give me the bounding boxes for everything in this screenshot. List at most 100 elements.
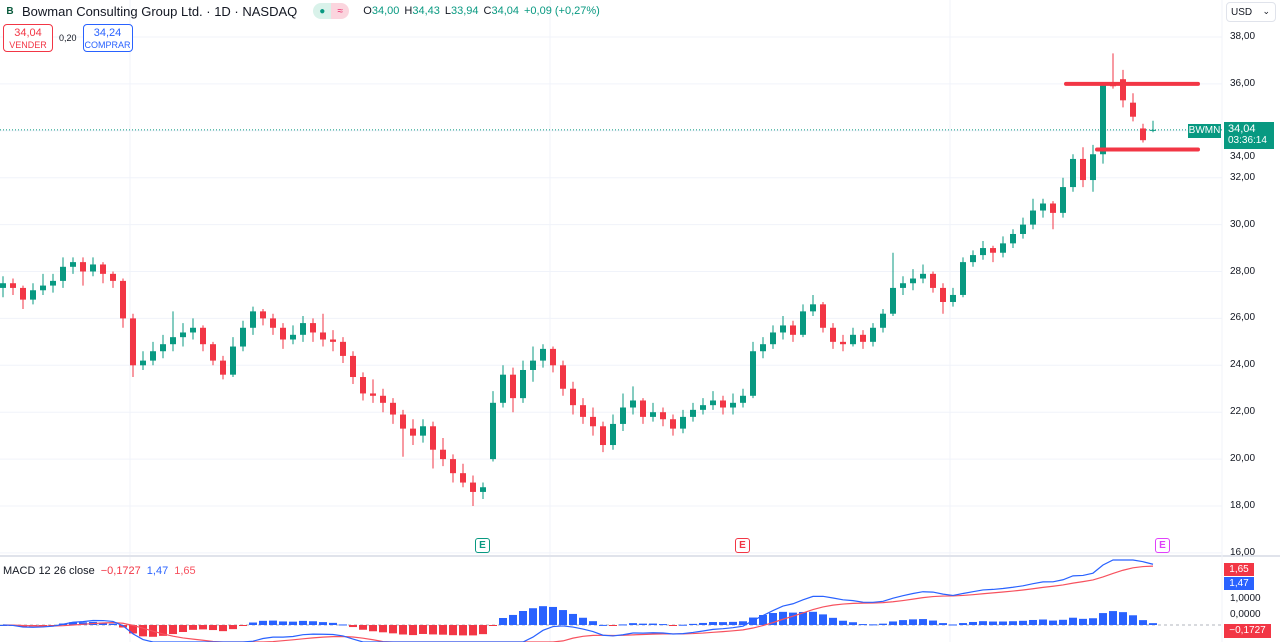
sell-button[interactable]: 34,04 VENDER <box>3 24 53 52</box>
macd-histogram-bar <box>459 625 467 636</box>
macd-histogram-bar <box>1079 618 1087 625</box>
macd-histogram-bar <box>179 625 187 632</box>
macd-histogram-bar <box>909 619 917 625</box>
candle-body <box>350 355 356 378</box>
macd-histogram-bar <box>359 625 367 630</box>
candle-body <box>970 255 976 263</box>
candle-body <box>1100 83 1106 155</box>
macd-histogram-bar <box>479 625 487 635</box>
macd-histogram-bar <box>309 621 317 625</box>
currency-select[interactable]: USD ⌄ <box>1226 2 1276 22</box>
candle-body <box>810 304 816 312</box>
candle-body <box>620 407 626 424</box>
macd-histogram-bar <box>379 625 387 633</box>
macd-histogram-bar <box>599 624 607 626</box>
macd-histogram-bar <box>319 622 327 625</box>
candle-body <box>290 334 296 340</box>
earnings-marker-upcoming[interactable]: E <box>1155 538 1170 553</box>
candle-body <box>890 287 896 314</box>
macd-histogram-bar <box>1109 611 1117 625</box>
candle-body <box>690 409 696 417</box>
macd-legend[interactable]: MACD 12 26 close −0,1727 1,47 1,65 <box>3 565 196 577</box>
candle-body <box>300 323 306 335</box>
macd-axis-1: 1,0000 <box>1230 593 1261 604</box>
macd-axis-0: 0,0000 <box>1230 609 1261 620</box>
candle-body <box>490 402 496 460</box>
macd-histogram-bar <box>749 617 757 625</box>
candle-body <box>650 412 656 417</box>
delayed-data-icon: ≈ <box>331 3 350 19</box>
macd-histogram-bar <box>549 606 557 625</box>
market-open-dot-icon: ● <box>313 3 332 19</box>
candle-body <box>1020 224 1026 234</box>
candle-body <box>390 402 396 415</box>
candle-body <box>700 405 706 410</box>
candle-body <box>790 325 796 335</box>
macd-histogram-bar <box>269 620 277 625</box>
earnings-marker[interactable]: E <box>735 538 750 553</box>
trade-panel: 34,04 VENDER 0,20 34,24 COMPRAR <box>3 24 133 52</box>
macd-histogram-bar <box>79 622 87 625</box>
macd-histogram-bar <box>799 611 807 625</box>
macd-histogram-bar <box>899 620 907 625</box>
macd-histogram-bar <box>69 622 77 625</box>
candle-body <box>1060 187 1066 213</box>
earnings-marker[interactable]: E <box>475 538 490 553</box>
macd-histogram-bar <box>569 613 577 625</box>
chevron-down-icon: ⌄ <box>1262 6 1270 16</box>
macd-histogram-bar <box>889 621 897 625</box>
candle-body <box>90 264 96 272</box>
macd-hist-value: −0,1727 <box>100 565 141 577</box>
macd-histogram-bar <box>1069 617 1077 625</box>
candle-body <box>330 339 336 342</box>
candle-body <box>1000 243 1006 253</box>
macd-histogram-bar <box>1119 612 1127 625</box>
candle-body <box>370 393 376 396</box>
candle-body <box>170 337 176 345</box>
status-pill[interactable]: ● ≈ <box>313 3 350 19</box>
candle-body <box>910 278 916 284</box>
macd-histogram-bar <box>219 625 227 632</box>
candle-body <box>10 283 16 288</box>
candle-body <box>630 400 636 408</box>
symbol-title[interactable]: Bowman Consulting Group Ltd. · 1D · NASD… <box>22 3 298 19</box>
buy-button[interactable]: 34,24 COMPRAR <box>82 24 133 52</box>
macd-histogram-bar <box>859 624 867 626</box>
macd-histogram-bar <box>789 612 797 625</box>
candle-body <box>1050 203 1056 213</box>
macd-histogram-bar <box>869 624 877 626</box>
macd-histogram-bar <box>1059 619 1067 625</box>
macd-histogram-bar <box>139 625 147 637</box>
candle-body <box>410 428 416 436</box>
candle-body <box>710 400 716 406</box>
candle-body <box>600 426 606 446</box>
price-tick: 34,00 <box>1230 151 1256 162</box>
macd-histogram-bar <box>929 620 937 625</box>
candle-body <box>30 290 36 300</box>
macd-histogram-bar <box>979 621 987 625</box>
macd-histogram-bar <box>579 617 587 625</box>
macd-histogram-bar <box>809 611 817 625</box>
candle-body <box>1150 129 1156 131</box>
macd-histogram-bar <box>1009 621 1017 625</box>
macd-line-tag: 1,47 <box>1224 577 1254 590</box>
candle-body <box>1090 154 1096 181</box>
price-tick: 26,00 <box>1230 312 1256 324</box>
candle-body <box>380 395 386 403</box>
candle-body <box>880 313 886 328</box>
price-tick: 22,00 <box>1230 406 1256 418</box>
candle-body <box>40 285 46 291</box>
macd-histogram-bar <box>589 621 597 625</box>
macd-signal-tag: 1,65 <box>1224 563 1254 576</box>
price-tick: 32,00 <box>1230 171 1256 183</box>
candle-body <box>1010 233 1016 244</box>
price-tick: 16,00 <box>1230 546 1256 558</box>
candle-body <box>770 332 776 345</box>
macd-histogram-bar <box>779 611 787 625</box>
macd-histogram-bar <box>939 623 947 625</box>
candle-body <box>1080 158 1086 181</box>
macd-histogram-bar <box>629 623 637 625</box>
candle-body <box>840 341 846 345</box>
candle-body <box>0 283 6 288</box>
